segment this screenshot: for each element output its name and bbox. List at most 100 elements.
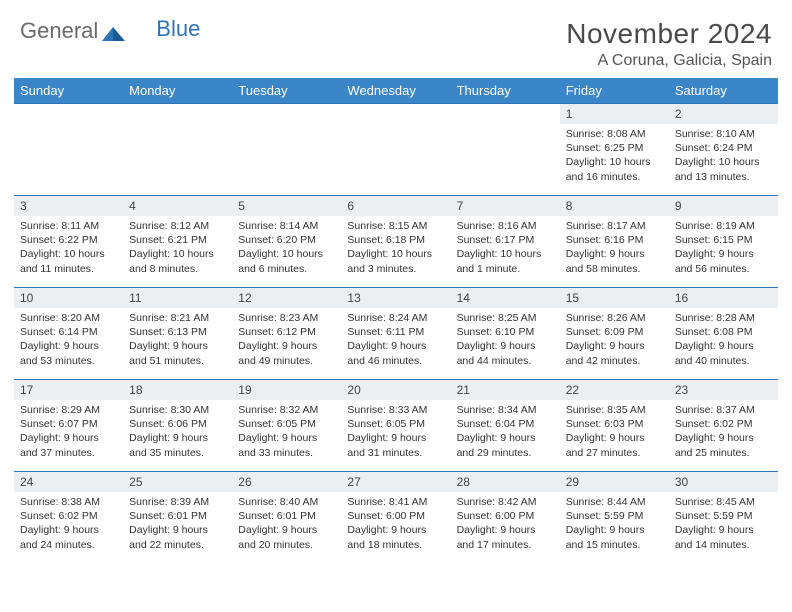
detail-line: and 25 minutes. <box>675 446 772 460</box>
day-number: 3 <box>14 195 123 216</box>
calendar-cell: 1Sunrise: 8:08 AMSunset: 6:25 PMDaylight… <box>560 103 669 195</box>
day-number: 17 <box>14 379 123 400</box>
day-number: 19 <box>232 379 341 400</box>
calendar-week: 3Sunrise: 8:11 AMSunset: 6:22 PMDaylight… <box>14 195 778 287</box>
day-number: 11 <box>123 287 232 308</box>
triangle-icon <box>102 22 126 40</box>
detail-line: Daylight: 9 hours <box>238 339 335 353</box>
detail-line: and 24 minutes. <box>20 538 117 552</box>
detail-line: Daylight: 9 hours <box>20 431 117 445</box>
day-number: 27 <box>341 471 450 492</box>
title-block: November 2024 A Coruna, Galicia, Spain <box>566 18 778 70</box>
location-subtitle: A Coruna, Galicia, Spain <box>566 52 772 70</box>
detail-line: Sunset: 6:17 PM <box>457 233 554 247</box>
calendar-cell: 5Sunrise: 8:14 AMSunset: 6:20 PMDaylight… <box>232 195 341 287</box>
calendar-cell: 23Sunrise: 8:37 AMSunset: 6:02 PMDayligh… <box>669 379 778 471</box>
day-details: Sunrise: 8:16 AMSunset: 6:17 PMDaylight:… <box>451 216 560 280</box>
detail-line: and 29 minutes. <box>457 446 554 460</box>
detail-line: Sunrise: 8:45 AM <box>675 495 772 509</box>
day-details: Sunrise: 8:23 AMSunset: 6:12 PMDaylight:… <box>232 308 341 372</box>
day-number-empty <box>123 103 232 124</box>
detail-line: and 42 minutes. <box>566 354 663 368</box>
day-number: 16 <box>669 287 778 308</box>
calendar-cell: 2Sunrise: 8:10 AMSunset: 6:24 PMDaylight… <box>669 103 778 195</box>
day-header: Wednesday <box>341 78 450 103</box>
day-header: Thursday <box>451 78 560 103</box>
day-details: Sunrise: 8:20 AMSunset: 6:14 PMDaylight:… <box>14 308 123 372</box>
detail-line: Sunrise: 8:10 AM <box>675 127 772 141</box>
detail-line: Sunset: 6:12 PM <box>238 325 335 339</box>
detail-line: Sunrise: 8:12 AM <box>129 219 226 233</box>
day-number: 10 <box>14 287 123 308</box>
detail-line: Sunset: 6:21 PM <box>129 233 226 247</box>
detail-line: Sunrise: 8:33 AM <box>347 403 444 417</box>
calendar-cell: 8Sunrise: 8:17 AMSunset: 6:16 PMDaylight… <box>560 195 669 287</box>
day-number-empty <box>341 103 450 124</box>
day-number: 14 <box>451 287 560 308</box>
day-header: Monday <box>123 78 232 103</box>
detail-line: and 40 minutes. <box>675 354 772 368</box>
day-header: Tuesday <box>232 78 341 103</box>
day-details: Sunrise: 8:15 AMSunset: 6:18 PMDaylight:… <box>341 216 450 280</box>
detail-line: Sunset: 6:13 PM <box>129 325 226 339</box>
calendar-body: 1Sunrise: 8:08 AMSunset: 6:25 PMDaylight… <box>14 103 778 563</box>
day-number: 25 <box>123 471 232 492</box>
detail-line: Sunset: 6:07 PM <box>20 417 117 431</box>
detail-line: Sunrise: 8:23 AM <box>238 311 335 325</box>
detail-line: Sunrise: 8:17 AM <box>566 219 663 233</box>
day-details: Sunrise: 8:37 AMSunset: 6:02 PMDaylight:… <box>669 400 778 464</box>
detail-line: Sunset: 6:00 PM <box>347 509 444 523</box>
calendar-cell: 25Sunrise: 8:39 AMSunset: 6:01 PMDayligh… <box>123 471 232 563</box>
detail-line: Daylight: 10 hours <box>129 247 226 261</box>
day-number: 7 <box>451 195 560 216</box>
detail-line: and 51 minutes. <box>129 354 226 368</box>
day-header: Saturday <box>669 78 778 103</box>
calendar-week: 1Sunrise: 8:08 AMSunset: 6:25 PMDaylight… <box>14 103 778 195</box>
calendar-cell: 30Sunrise: 8:45 AMSunset: 5:59 PMDayligh… <box>669 471 778 563</box>
detail-line: Sunset: 6:18 PM <box>347 233 444 247</box>
detail-line: Sunset: 6:16 PM <box>566 233 663 247</box>
detail-line: Sunrise: 8:29 AM <box>20 403 117 417</box>
detail-line: Sunrise: 8:25 AM <box>457 311 554 325</box>
day-details: Sunrise: 8:32 AMSunset: 6:05 PMDaylight:… <box>232 400 341 464</box>
calendar-cell: 19Sunrise: 8:32 AMSunset: 6:05 PMDayligh… <box>232 379 341 471</box>
day-number: 2 <box>669 103 778 124</box>
detail-line: Sunset: 6:06 PM <box>129 417 226 431</box>
detail-line: and 37 minutes. <box>20 446 117 460</box>
detail-line: Sunrise: 8:40 AM <box>238 495 335 509</box>
day-header: Friday <box>560 78 669 103</box>
brand-logo: General Blue <box>14 18 200 44</box>
detail-line: Sunrise: 8:08 AM <box>566 127 663 141</box>
detail-line: Sunrise: 8:11 AM <box>20 219 117 233</box>
day-details: Sunrise: 8:34 AMSunset: 6:04 PMDaylight:… <box>451 400 560 464</box>
detail-line: and 17 minutes. <box>457 538 554 552</box>
detail-line: and 1 minute. <box>457 262 554 276</box>
detail-line: and 3 minutes. <box>347 262 444 276</box>
detail-line: Daylight: 9 hours <box>566 247 663 261</box>
detail-line: and 27 minutes. <box>566 446 663 460</box>
detail-line: Sunset: 5:59 PM <box>566 509 663 523</box>
detail-line: Sunrise: 8:30 AM <box>129 403 226 417</box>
detail-line: Daylight: 9 hours <box>566 339 663 353</box>
day-header: Sunday <box>14 78 123 103</box>
day-number: 6 <box>341 195 450 216</box>
calendar-cell: 17 Sunrise: 8:29 AMSunset: 6:07 PMDayligh… <box>14 379 123 471</box>
detail-line: Sunset: 6:09 PM <box>566 325 663 339</box>
detail-line: Daylight: 10 hours <box>675 155 772 169</box>
detail-line: Daylight: 9 hours <box>347 339 444 353</box>
day-number: 20 <box>341 379 450 400</box>
day-details: Sunrise: 8:44 AMSunset: 5:59 PMDaylight:… <box>560 492 669 556</box>
calendar-cell: 11Sunrise: 8:21 AMSunset: 6:13 PMDayligh… <box>123 287 232 379</box>
day-details: Sunrise: 8:38 AMSunset: 6:02 PMDaylight:… <box>14 492 123 556</box>
brand-part2: Blue <box>130 16 200 42</box>
day-number: 30 <box>669 471 778 492</box>
detail-line: Daylight: 9 hours <box>675 247 772 261</box>
calendar-cell: 21Sunrise: 8:34 AMSunset: 6:04 PMDayligh… <box>451 379 560 471</box>
detail-line: Daylight: 9 hours <box>20 339 117 353</box>
detail-line: and 56 minutes. <box>675 262 772 276</box>
day-number: 26 <box>232 471 341 492</box>
calendar-cell: 6Sunrise: 8:15 AMSunset: 6:18 PMDaylight… <box>341 195 450 287</box>
calendar-cell: 27Sunrise: 8:41 AMSunset: 6:00 PMDayligh… <box>341 471 450 563</box>
day-number: 5 <box>232 195 341 216</box>
detail-line: Daylight: 9 hours <box>675 431 772 445</box>
